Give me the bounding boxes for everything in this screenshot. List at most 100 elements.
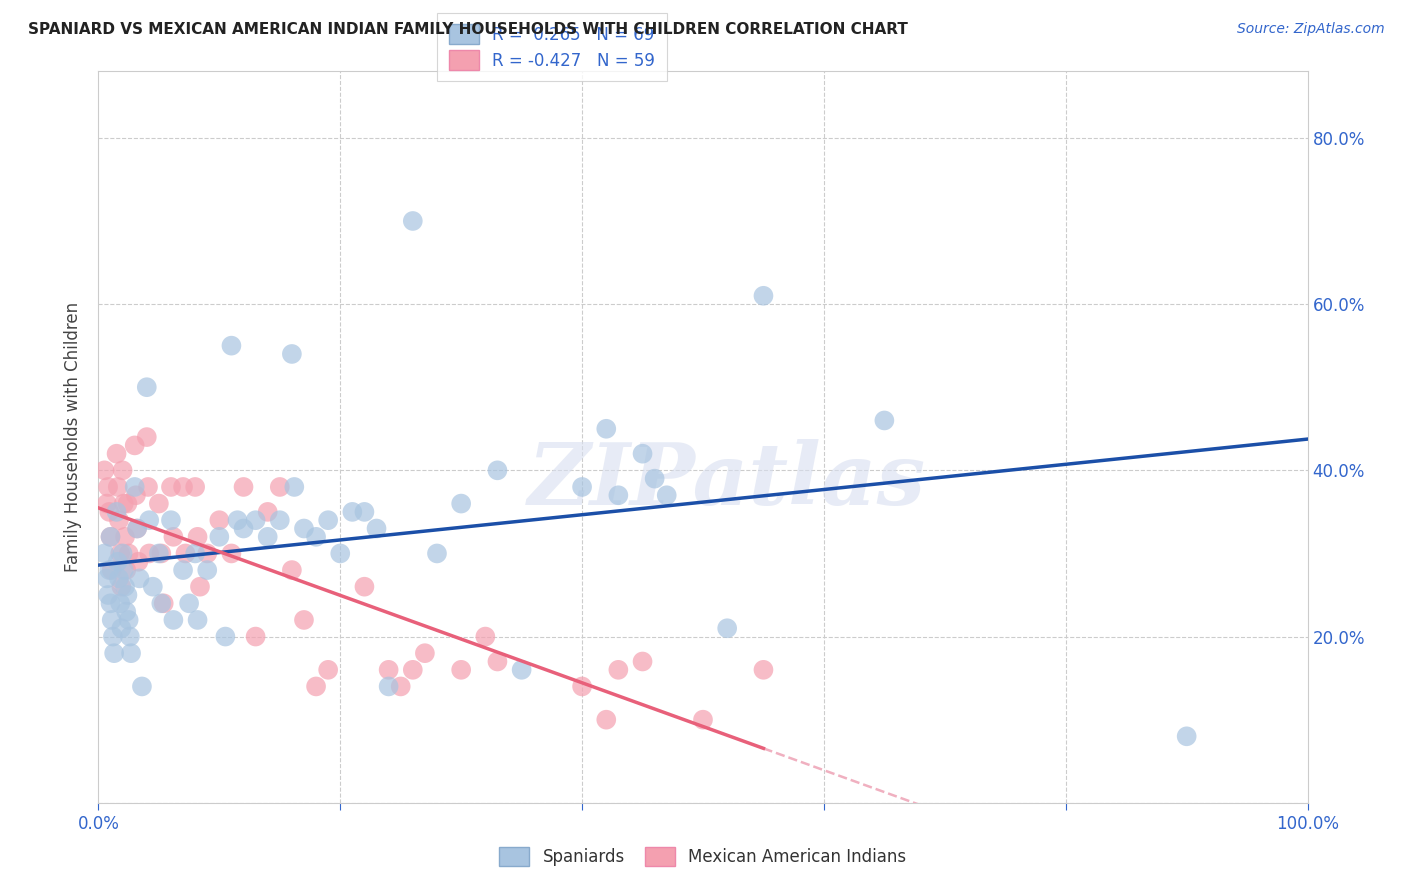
Point: [607, 488, 630, 502]
Point: [450, 497, 472, 511]
Point: [148, 546, 170, 560]
Point: [97, 480, 120, 494]
Point: [124, 438, 146, 452]
Point: [631, 447, 654, 461]
Point: [232, 521, 254, 535]
Point: [221, 338, 243, 352]
Point: [103, 646, 125, 660]
Point: [152, 596, 174, 610]
Point: [96, 497, 118, 511]
Text: Source: ZipAtlas.com: Source: ZipAtlas.com: [1237, 22, 1385, 37]
Point: [631, 655, 654, 669]
Point: [135, 380, 157, 394]
Point: [316, 663, 339, 677]
Point: [148, 497, 170, 511]
Point: [1175, 729, 1198, 743]
Point: [108, 571, 131, 585]
Point: [97, 588, 120, 602]
Point: [98, 563, 121, 577]
Point: [353, 505, 375, 519]
Point: [172, 480, 194, 494]
Point: [195, 546, 218, 560]
Point: [136, 480, 159, 494]
Point: [115, 605, 138, 619]
Point: [184, 546, 207, 560]
Point: [142, 580, 165, 594]
Point: [292, 613, 315, 627]
Point: [124, 480, 146, 494]
Point: [692, 713, 714, 727]
Point: [138, 546, 160, 560]
Point: [131, 680, 153, 694]
Point: [571, 480, 593, 494]
Point: [105, 505, 128, 519]
Point: [752, 289, 775, 303]
Point: [98, 505, 121, 519]
Point: [486, 655, 509, 669]
Point: [269, 513, 291, 527]
Point: [214, 630, 236, 644]
Point: [112, 563, 135, 577]
Point: [413, 646, 436, 660]
Point: [245, 513, 267, 527]
Point: [93, 463, 115, 477]
Point: [389, 680, 412, 694]
Point: [269, 480, 291, 494]
Point: [256, 530, 278, 544]
Point: [377, 680, 399, 694]
Point: [187, 613, 209, 627]
Point: [127, 521, 149, 535]
Point: [305, 530, 328, 544]
Point: [96, 571, 118, 585]
Point: [105, 447, 128, 461]
Point: [402, 663, 425, 677]
Point: [316, 513, 339, 527]
Text: ZIPatlas: ZIPatlas: [529, 439, 927, 523]
Point: [107, 555, 129, 569]
Point: [110, 580, 132, 594]
Point: [366, 521, 388, 535]
Point: [150, 546, 173, 560]
Point: [402, 214, 425, 228]
Point: [115, 563, 138, 577]
Point: [329, 546, 352, 560]
Point: [93, 546, 115, 560]
Point: [179, 596, 201, 610]
Point: [135, 430, 157, 444]
Point: [474, 630, 496, 644]
Point: [150, 596, 173, 610]
Y-axis label: Family Households with Children: Family Households with Children: [65, 302, 83, 572]
Legend: Spaniards, Mexican American Indians: Spaniards, Mexican American Indians: [491, 838, 915, 875]
Point: [232, 480, 254, 494]
Point: [100, 563, 122, 577]
Point: [127, 521, 149, 535]
Point: [510, 663, 533, 677]
Point: [256, 505, 278, 519]
Point: [195, 563, 218, 577]
Point: [107, 480, 129, 494]
Point: [208, 530, 231, 544]
Point: [101, 630, 124, 644]
Point: [607, 663, 630, 677]
Point: [162, 530, 184, 544]
Point: [125, 488, 148, 502]
Point: [595, 422, 617, 436]
Point: [127, 555, 149, 569]
Point: [117, 588, 139, 602]
Point: [172, 563, 194, 577]
Point: [281, 347, 304, 361]
Point: [138, 513, 160, 527]
Point: [111, 546, 134, 560]
Point: [160, 513, 183, 527]
Point: [111, 463, 134, 477]
Point: [305, 680, 328, 694]
Point: [114, 580, 136, 594]
Point: [245, 630, 267, 644]
Point: [110, 621, 132, 635]
Point: [100, 596, 122, 610]
Point: [426, 546, 449, 560]
Point: [118, 613, 141, 627]
Point: [184, 480, 207, 494]
Point: [120, 646, 142, 660]
Point: [281, 563, 304, 577]
